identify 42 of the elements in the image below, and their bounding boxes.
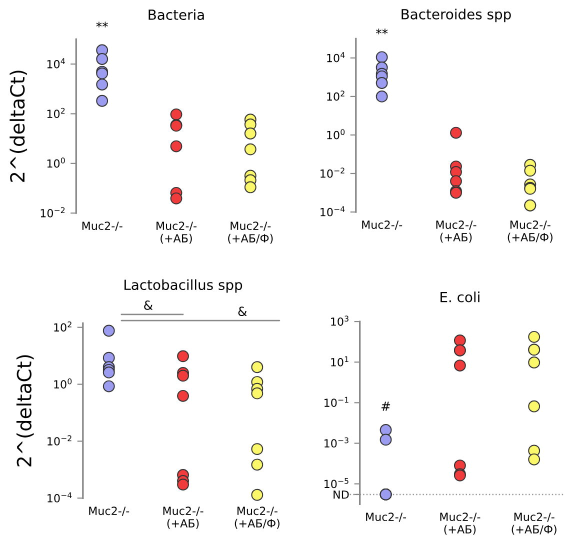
x-tick-label: Muc2-/- (+АБ/Ф) <box>228 222 273 244</box>
y-tick-label: 10$^{−1}$ <box>324 396 348 407</box>
y-tick-label: 10$^{2}$ <box>47 108 65 118</box>
x-tick-label: Muc2-/- (+АБ) <box>163 506 204 529</box>
text: ** <box>376 28 388 34</box>
x-tick-label: Muc2-/- (+АБ/Ф) <box>508 220 552 243</box>
y-tick-label: 10$^{−5}$ <box>324 478 348 488</box>
x-tick-label: Muc2-/- (+АБ/Ф) <box>234 506 280 529</box>
y-tick-label: 10$^{−2}$ <box>40 207 65 218</box>
text: & <box>238 306 247 316</box>
x-tick-label: Muc2-/- (+АБ) <box>440 512 480 535</box>
chart-title: Lactobacillus spp <box>124 279 242 293</box>
y-tick-label: 10$^{0}$ <box>54 378 72 389</box>
y-axis-title: 2^(deltaCt) <box>16 355 34 466</box>
chart-title: Bacteria <box>148 9 204 20</box>
y-axis-title: 2^(deltaCt) <box>10 70 28 182</box>
x-tick-label: Muc2-/- (+АБ/Ф) <box>512 512 556 535</box>
x-tick-label: Muc2-/- <box>366 512 406 522</box>
y-tick-label: 10$^{0}$ <box>327 129 345 140</box>
x-tick-label: Muc2-/- <box>89 506 130 516</box>
text: ** <box>96 22 108 28</box>
chart-title: E. coli <box>440 292 480 302</box>
y-tick-label: ND <box>334 490 349 499</box>
y-tick-label: 10$^{2}$ <box>54 321 72 332</box>
annotation: # <box>382 402 390 411</box>
y-tick-label: 10$^{−2}$ <box>320 168 344 178</box>
x-tick-label: Muc2-/- <box>82 222 122 231</box>
y-tick-label: 10$^{−2}$ <box>48 435 72 446</box>
x-tick-label: Muc2-/- <box>362 220 402 230</box>
text: & <box>144 300 153 310</box>
y-tick-label: 10$^{−4}$ <box>48 492 72 502</box>
y-tick-label: 10$^{1}$ <box>331 356 348 366</box>
y-tick-label: 10$^{0}$ <box>47 158 65 168</box>
y-tick-label: 10$^{2}$ <box>327 90 344 101</box>
chart-title: Bacteroides spp <box>402 8 511 22</box>
x-tick-label: Muc2-/- (+АБ) <box>156 222 196 244</box>
y-tick-label: 10$^{3}$ <box>331 316 348 326</box>
x-tick-label: Muc2-/- (+АБ) <box>436 220 476 243</box>
y-tick-label: 10$^{−4}$ <box>320 206 345 216</box>
y-tick-label: 10$^{−3}$ <box>324 437 348 448</box>
y-tick-label: 10$^{4}$ <box>327 52 345 62</box>
y-tick-label: 10$^{4}$ <box>47 58 65 68</box>
